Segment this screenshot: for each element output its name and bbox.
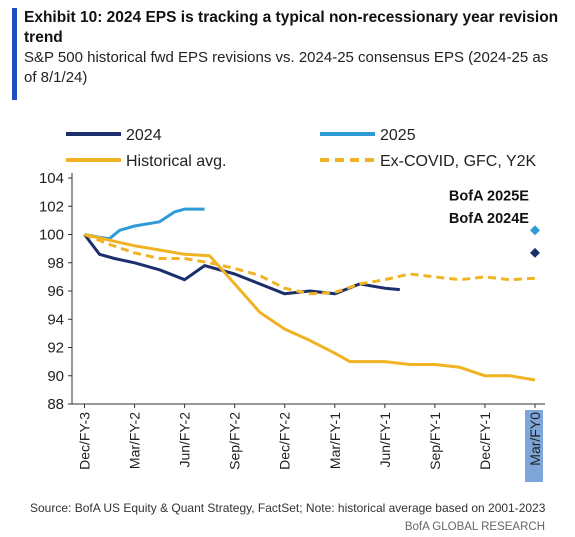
x-tick-label: Mar/FY0: [527, 412, 543, 466]
estimate-marker: [530, 225, 540, 236]
chart-title: Exhibit 10: 2024 EPS is tracking a typic…: [24, 9, 559, 46]
source: Source: BofA US Equity & Quant Strategy,…: [30, 501, 546, 515]
y-tick-label: 98: [47, 255, 64, 272]
y-tick-label: 96: [47, 283, 64, 300]
y-tick-label: 102: [39, 198, 64, 215]
x-tick-label: Dec/FY-2: [277, 412, 293, 470]
chart-subtitle: S&P 500 historical fwd EPS revisions vs.…: [24, 49, 549, 86]
x-tick-label: Dec/FY-3: [77, 412, 93, 470]
series-line: [84, 207, 205, 241]
y-tick-label: 92: [47, 340, 64, 357]
x-tick-label: Sep/FY-1: [427, 412, 443, 470]
x-tick-highlight: [524, 410, 543, 482]
estimate-marker: [530, 247, 540, 258]
x-tick-label: Mar/FY-1: [327, 412, 343, 469]
legend-label: Historical avg.: [126, 153, 226, 170]
legend-label: Ex-COVID, GFC, Y2K: [380, 153, 537, 170]
y-tick-label: 100: [39, 227, 64, 244]
title-bar: [12, 8, 17, 100]
estimate-label: BofA 2025E: [449, 188, 529, 204]
series-line: [83, 233, 536, 296]
x-tick-label: Jun/FY-1: [377, 412, 393, 468]
x-tick-label: Mar/FY-2: [127, 412, 143, 469]
legend-label: 2024: [126, 127, 162, 144]
y-tick-label: 104: [39, 170, 64, 187]
title-box: Exhibit 10: 2024 EPS is tracking a typic…: [24, 9, 559, 86]
y-tick-label: 88: [47, 396, 64, 413]
x-tick-label: Jun/FY-2: [177, 412, 193, 468]
y-tick-label: 90: [47, 368, 64, 385]
legend-label: 2025: [380, 127, 416, 144]
y-tick-label: 94: [47, 311, 64, 328]
estimate-label: BofA 2024E: [449, 211, 529, 227]
footer: BofA GLOBAL RESEARCH: [405, 521, 545, 533]
x-tick-label: Dec/FY-1: [477, 412, 493, 470]
x-tick-label: Sep/FY-2: [227, 412, 243, 470]
series-line: [84, 233, 536, 382]
